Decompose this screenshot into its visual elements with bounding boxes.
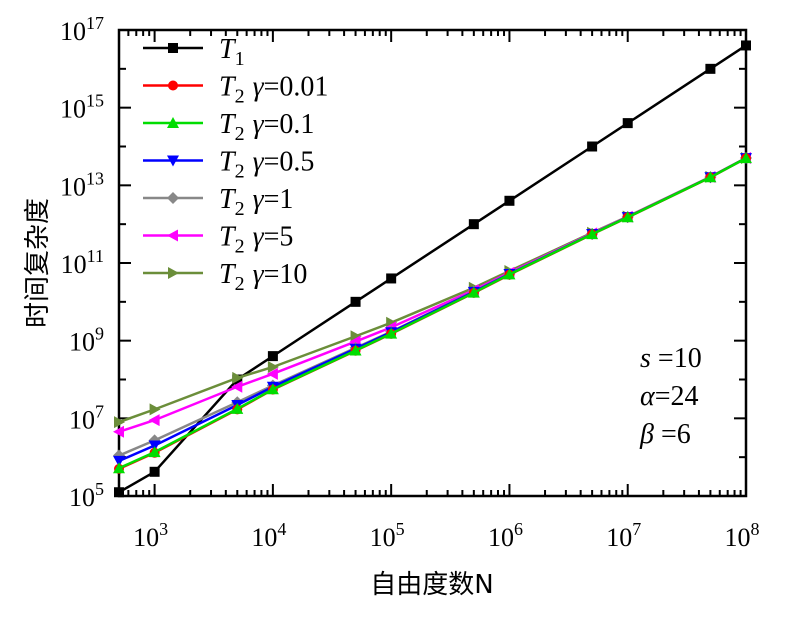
legend-swatch-marker xyxy=(168,43,178,53)
data-point xyxy=(740,152,752,164)
data-point xyxy=(148,446,161,458)
parameter-annotation: α=24 xyxy=(640,381,699,412)
data-point xyxy=(504,195,515,206)
data-point xyxy=(349,344,362,356)
legend-label: T2 γ=0.5 xyxy=(219,147,314,183)
x-axis-title: 自由度数N xyxy=(370,570,493,600)
legend-label: T2 γ=10 xyxy=(219,259,307,295)
legend-swatch-marker xyxy=(168,80,178,91)
data-point xyxy=(148,414,160,427)
data-point xyxy=(232,371,244,384)
x-tick-label: 107 xyxy=(606,519,641,552)
data-point xyxy=(148,440,161,452)
x-axis-ticks xyxy=(118,30,747,496)
data-point xyxy=(267,351,278,362)
x-tick-label: 108 xyxy=(725,519,760,552)
y-tick-label: 1015 xyxy=(60,91,104,124)
y-tick-label: 1011 xyxy=(61,246,104,279)
data-point xyxy=(113,455,125,467)
data-point xyxy=(704,171,717,183)
data-point xyxy=(385,327,398,339)
series-line xyxy=(118,44,747,494)
legend-label: T2 γ=0.01 xyxy=(219,72,328,108)
x-tick-label: 103 xyxy=(133,519,168,552)
x-tick-label: 105 xyxy=(370,519,405,552)
legend-label: T2 γ=1 xyxy=(219,184,293,220)
data-point xyxy=(622,118,633,129)
legend-swatch-marker xyxy=(167,155,179,167)
legend-swatch-marker xyxy=(167,229,178,242)
legend-item: T2 γ=5 xyxy=(143,222,293,258)
legend-label: T2 γ=5 xyxy=(219,222,293,258)
data-point xyxy=(114,487,124,498)
data-point xyxy=(149,466,160,477)
data-point xyxy=(386,273,397,284)
legend-swatch-marker xyxy=(167,117,179,128)
y-tick-label: 1013 xyxy=(60,168,104,201)
data-point xyxy=(503,268,516,280)
legend-item: T2 γ=0.1 xyxy=(143,109,314,145)
x-tick-label: 106 xyxy=(488,519,523,552)
legend-swatch-marker xyxy=(168,267,179,279)
series-line xyxy=(118,157,747,470)
y-tick-label: 109 xyxy=(69,324,104,357)
data-point xyxy=(741,40,751,51)
data-point xyxy=(350,296,361,307)
data-point xyxy=(266,367,278,380)
data-point xyxy=(468,219,479,230)
legend-label: T2 γ=0.1 xyxy=(219,109,314,145)
series-5 xyxy=(113,152,752,462)
data-point xyxy=(621,211,634,223)
data-point xyxy=(705,63,716,74)
y-tick-labels: 105 107 109 1011 1013 1015 1017 xyxy=(60,13,104,512)
legend-swatch-marker xyxy=(167,192,179,204)
y-tick-label: 107 xyxy=(69,401,104,434)
data-point xyxy=(586,228,599,240)
x-tick-label: 104 xyxy=(251,519,286,552)
data-point xyxy=(467,286,480,298)
data-point xyxy=(114,416,125,429)
legend-item: T2 γ=0.01 xyxy=(143,72,328,108)
data-point xyxy=(266,383,279,395)
series-3 xyxy=(113,152,752,474)
y-axis-ticks xyxy=(119,29,746,497)
data-point xyxy=(350,330,362,343)
data-point xyxy=(113,425,124,438)
series-1 xyxy=(114,40,751,498)
annotations: s =10 α=24 β =6 xyxy=(639,343,702,450)
series-layer xyxy=(113,40,752,498)
data-point xyxy=(231,402,244,414)
legend-label: T1 xyxy=(219,34,245,70)
parameter-annotation: s =10 xyxy=(640,343,702,374)
legend-item: T1 xyxy=(143,34,245,70)
legend-item: T2 γ=1 xyxy=(143,184,293,220)
data-point xyxy=(149,403,161,416)
data-point xyxy=(587,141,598,152)
parameter-annotation: β =6 xyxy=(639,419,691,450)
x-tick-labels: 103 104 105 106 107 108 xyxy=(133,519,759,552)
y-axis-title: 时间复杂度 xyxy=(23,198,53,328)
y-tick-label: 105 xyxy=(69,479,104,512)
data-point xyxy=(113,462,125,474)
legend-item: T2 γ=10 xyxy=(143,259,307,295)
data-point xyxy=(231,380,243,393)
y-tick-label: 1017 xyxy=(60,13,104,46)
data-point xyxy=(267,360,279,373)
legend-item: T2 γ=0.5 xyxy=(143,147,314,183)
